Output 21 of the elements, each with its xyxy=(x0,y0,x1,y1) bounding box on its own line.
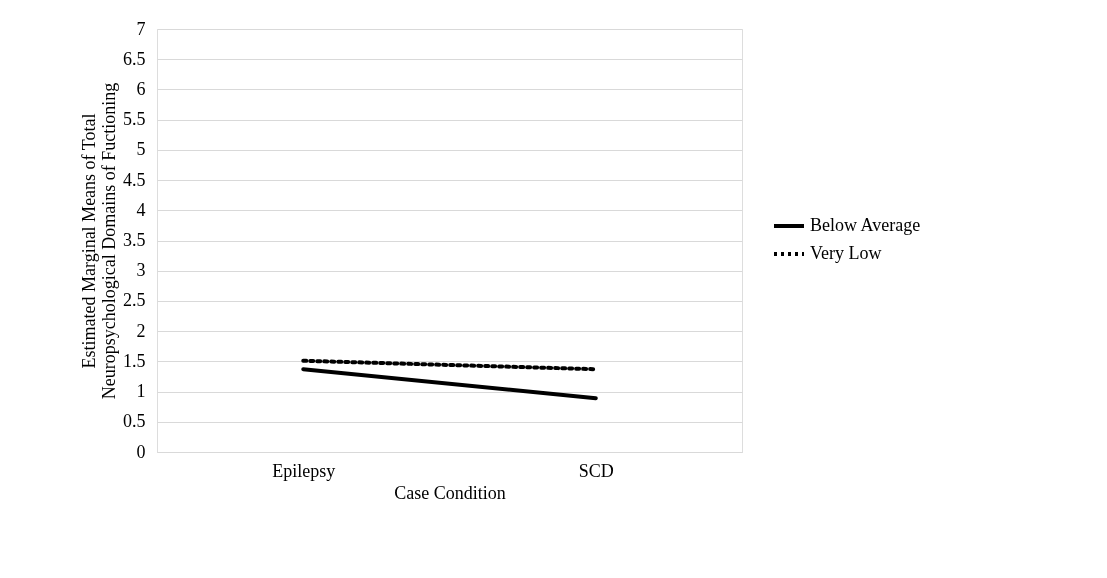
y-tick-label: 7 xyxy=(136,18,146,39)
y-tick-label: 6 xyxy=(136,78,146,99)
x-axis-title: Case Condition xyxy=(394,482,506,503)
x-tick-label: SCD xyxy=(578,460,614,481)
y-tick-label: 3 xyxy=(136,260,146,281)
y-tick-label: 1 xyxy=(136,381,146,402)
y-tick-label: 0 xyxy=(136,441,146,462)
y-tick-label: 1.5 xyxy=(123,350,146,371)
y-tick-label: 5 xyxy=(136,139,146,160)
y-tick-label: 3.5 xyxy=(123,230,146,250)
legend-label: Very Low xyxy=(810,243,882,263)
y-tick-label: 5.5 xyxy=(123,109,146,130)
y-tick-label: 6.5 xyxy=(123,48,146,69)
y-axis-title: Estimated Marginal Means of Total Neuropsychological Domains of Fuctioning xyxy=(79,82,119,400)
y-tick-label: 4.5 xyxy=(123,169,146,190)
y-tick-label: 4 xyxy=(136,199,146,220)
x-tick-label: Epilepsy xyxy=(272,460,336,481)
y-tick-label: 2.5 xyxy=(123,290,146,311)
legend-label: Below Average xyxy=(810,215,921,235)
y-tick-label: 2 xyxy=(136,320,146,341)
y-tick-label: 0.5 xyxy=(123,411,146,432)
